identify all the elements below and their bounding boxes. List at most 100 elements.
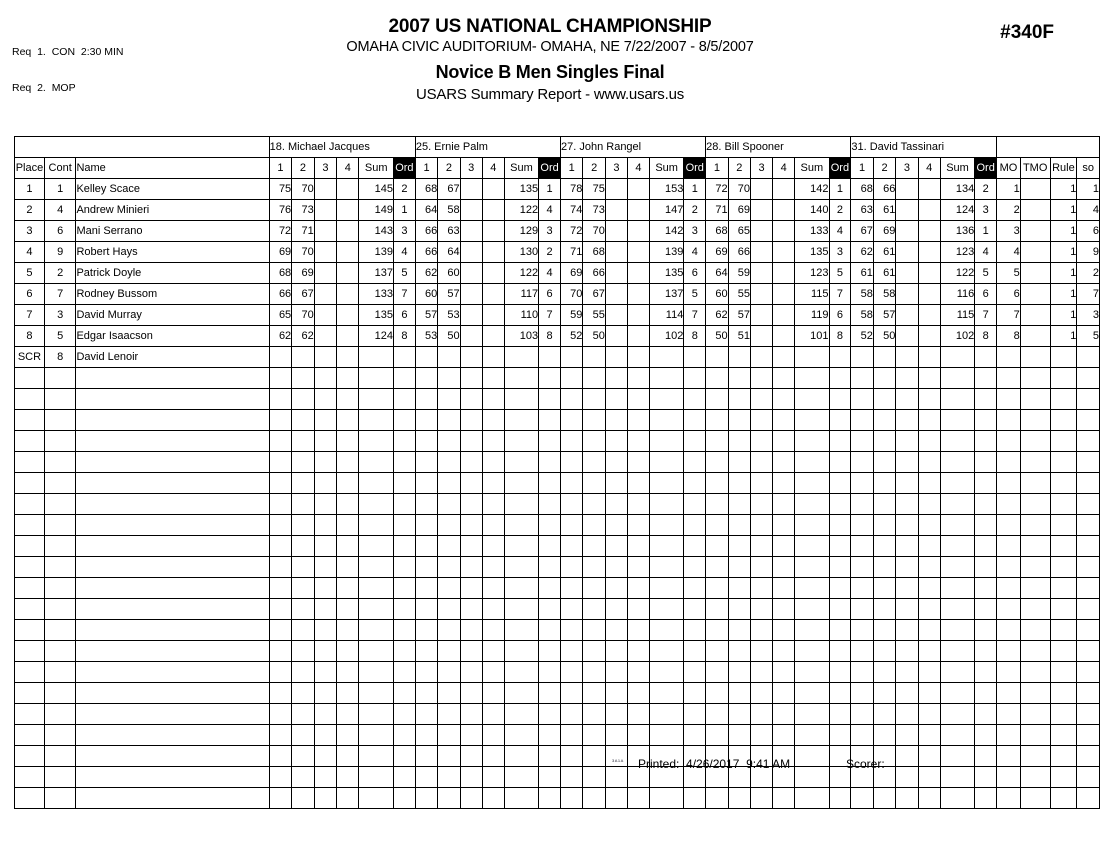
row-cont	[43, 451, 77, 473]
empty-table-row[interactable]	[14, 682, 1100, 704]
empty-table-row[interactable]	[14, 640, 1100, 662]
row-j3-mark-2	[582, 577, 606, 599]
row-j1-mark-4	[336, 451, 360, 473]
empty-table-row[interactable]	[14, 367, 1100, 389]
column-header-j2-mark-3: 3	[459, 157, 483, 179]
empty-table-row[interactable]	[14, 787, 1100, 809]
table-row[interactable]: 4 9 Robert Hays 69 70 139 4 66 64 130 2 71 68 139 4 69 6…	[14, 241, 1100, 263]
row-j4-mark-2: 66	[727, 241, 752, 263]
row-j2-mark-3	[459, 430, 483, 452]
row-j5-sum	[939, 598, 976, 620]
row-j4-sum	[794, 724, 830, 746]
empty-table-row[interactable]	[14, 577, 1100, 599]
row-rule: 1	[1049, 325, 1078, 347]
table-row[interactable]: 5 2 Patrick Doyle 68 69 137 5 62 60 122 4 69 66 135 6 6…	[14, 262, 1100, 284]
row-j2-mark-3	[459, 178, 483, 200]
empty-table-row[interactable]	[14, 409, 1100, 431]
row-j1-mark-2: 62	[291, 325, 315, 347]
empty-table-row[interactable]	[14, 514, 1100, 536]
row-so	[1076, 430, 1100, 452]
row-j1-mark-4	[336, 661, 360, 683]
row-mo: 7	[996, 304, 1021, 326]
row-j3-mark-3	[604, 619, 628, 641]
row-j4-mark-3	[750, 472, 774, 494]
row-cont: 2	[43, 262, 77, 284]
row-j5-ord: 4	[974, 241, 998, 263]
row-j2-ord	[538, 535, 561, 557]
table-row[interactable]: 8 5 Edgar Isaacson 62 62 124 8 53 50 103 8 52 50 102 8…	[14, 325, 1100, 347]
row-j5-mark-1	[850, 661, 874, 683]
table-row[interactable]: 1 1 Kelley Scace 75 70 145 2 68 67 135 1 78 75 153 1 72…	[14, 178, 1100, 200]
row-j2-mark-4	[481, 640, 505, 662]
row-j4-mark-2: 65	[727, 220, 752, 242]
column-header-j5-sum: Sum	[939, 157, 976, 179]
row-j4-mark-1	[705, 430, 729, 452]
row-j3-sum	[648, 619, 685, 641]
empty-table-row[interactable]	[14, 430, 1100, 452]
row-skater-name	[75, 787, 270, 809]
row-j3-mark-2	[582, 703, 606, 725]
empty-table-row[interactable]	[14, 472, 1100, 494]
row-rule	[1049, 766, 1078, 788]
row-j3-mark-2	[582, 535, 606, 557]
row-j5-ord	[974, 409, 998, 431]
row-j5-mark-2: 69	[872, 220, 897, 242]
row-cont	[43, 724, 77, 746]
row-tmo	[1019, 535, 1051, 557]
row-cont	[43, 430, 77, 452]
empty-table-row[interactable]	[14, 535, 1100, 557]
venue-and-dates: OMAHA CIVIC AUDITORIUM- OMAHA, NE 7/22/2…	[346, 39, 754, 55]
row-rule	[1049, 409, 1078, 431]
empty-table-row[interactable]	[14, 493, 1100, 515]
row-j3-ord: 3	[683, 220, 707, 242]
row-tmo	[1019, 199, 1051, 221]
row-mo	[996, 430, 1021, 452]
row-j4-ord	[828, 472, 852, 494]
row-j5-mark-3	[895, 640, 919, 662]
table-row[interactable]: SCR 8 David Lenoir	[14, 346, 1100, 368]
row-tmo	[1019, 409, 1051, 431]
row-so	[1076, 493, 1100, 515]
row-j2-mark-3	[459, 640, 483, 662]
row-j3-mark-2	[582, 367, 606, 389]
empty-table-row[interactable]	[14, 556, 1100, 578]
row-j4-sum	[794, 388, 830, 410]
row-rule	[1049, 640, 1078, 662]
table-row[interactable]: 2 4 Andrew Minieri 76 73 149 1 64 58 122 4 74 73 147 2…	[14, 199, 1100, 221]
row-j3-mark-2	[582, 619, 606, 641]
empty-table-row[interactable]	[14, 724, 1100, 746]
row-cont	[43, 535, 77, 557]
table-row[interactable]: 7 3 David Murray 65 70 135 6 57 53 110 7 59 55 114 7 62…	[14, 304, 1100, 326]
empty-table-row[interactable]	[14, 619, 1100, 641]
row-j1-mark-2	[291, 493, 315, 515]
row-j4-mark-4	[772, 178, 796, 200]
row-j1-mark-3	[313, 325, 338, 347]
empty-table-row[interactable]	[14, 661, 1100, 683]
row-tmo	[1019, 451, 1051, 473]
row-j1-sum	[358, 619, 394, 641]
row-j4-mark-4	[772, 556, 796, 578]
row-j2-mark-3	[459, 220, 483, 242]
row-j1-mark-4	[336, 346, 360, 368]
row-j3-ord	[683, 661, 707, 683]
row-j3-mark-4	[626, 283, 651, 305]
row-j3-mark-1	[559, 724, 584, 746]
row-j2-mark-3	[459, 535, 483, 557]
row-j5-mark-2	[872, 367, 897, 389]
empty-table-row[interactable]	[14, 598, 1100, 620]
row-j3-mark-4	[626, 598, 651, 620]
footer-version-stamp: 3A1A	[612, 758, 624, 763]
table-row[interactable]: 6 7 Rodney Bussom 66 67 133 7 60 57 117 6 70 67 137 5 6…	[14, 283, 1100, 305]
row-j5-ord: 1	[974, 220, 998, 242]
row-j1-mark-3	[313, 598, 338, 620]
row-tmo	[1019, 703, 1051, 725]
table-row[interactable]: 3 6 Mani Serrano 72 71 143 3 66 63 129 3 72 70 142 3 68…	[14, 220, 1100, 242]
empty-table-row[interactable]	[14, 388, 1100, 410]
empty-table-row[interactable]	[14, 703, 1100, 725]
row-j5-ord	[974, 388, 998, 410]
row-j4-mark-4	[772, 430, 796, 452]
row-j1-mark-1	[268, 682, 293, 704]
empty-table-row[interactable]	[14, 451, 1100, 473]
row-j2-mark-1	[414, 661, 439, 683]
row-j5-mark-3	[895, 472, 919, 494]
